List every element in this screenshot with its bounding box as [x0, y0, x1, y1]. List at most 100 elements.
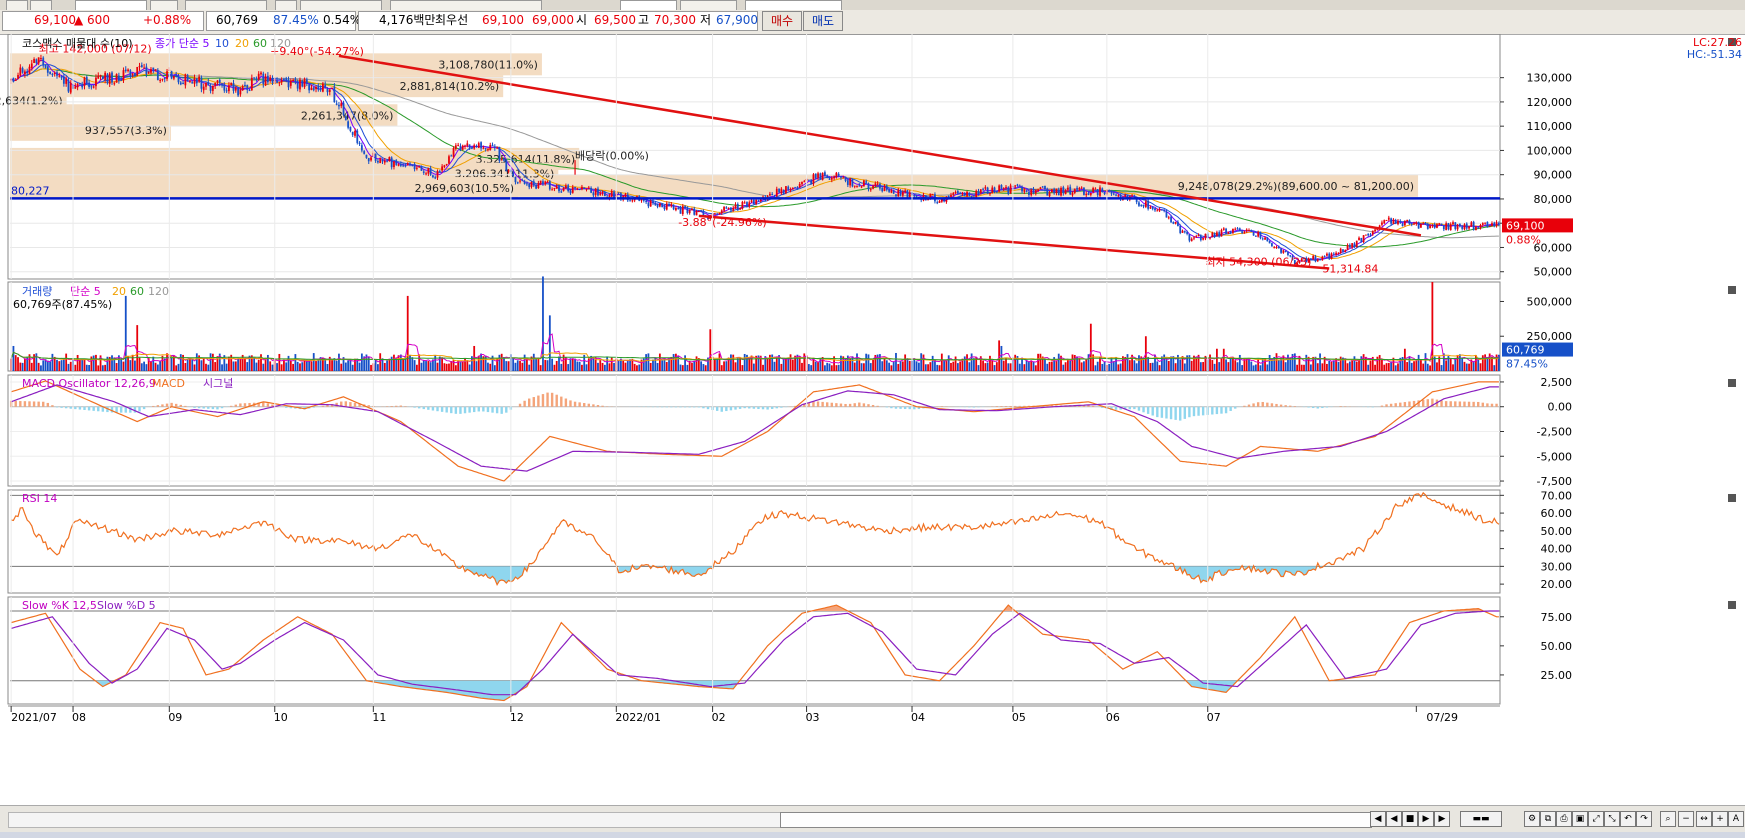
macd-tick-label: 0.00 — [1548, 401, 1573, 414]
candle-body — [998, 185, 1000, 191]
candle-body — [583, 188, 585, 189]
buy-button[interactable]: 매수 — [762, 11, 802, 31]
volume-bar — [703, 364, 705, 371]
sell-button[interactable]: 매도 — [803, 11, 843, 31]
zoom-in-icon[interactable]: + — [1712, 811, 1728, 827]
zoom-out-icon[interactable]: − — [1678, 811, 1694, 827]
candle-body — [975, 191, 977, 198]
volume-bar — [1095, 365, 1097, 371]
candle-body — [1143, 205, 1145, 207]
candle-body — [842, 178, 844, 179]
macd-oscillator-bar — [193, 407, 195, 408]
print-icon[interactable]: ⎙ — [1556, 811, 1572, 827]
volume-bar — [528, 365, 530, 371]
toolbar-tool-button[interactable] — [680, 0, 737, 10]
candle-body — [1262, 238, 1264, 239]
macd-oscillator-bar — [574, 402, 576, 407]
first-page-icon[interactable]: ◀ — [1370, 811, 1386, 827]
expand-icon[interactable]: ⤢ — [1588, 811, 1604, 827]
toolbar-tool-button[interactable] — [300, 0, 382, 10]
candle-body — [311, 88, 313, 90]
macd-oscillator-bar — [423, 407, 425, 409]
candle-body — [902, 192, 904, 196]
prev-icon[interactable]: ◀ — [1386, 811, 1402, 827]
candle-body — [253, 77, 255, 78]
toolbar-tool-button[interactable] — [150, 0, 178, 10]
stop-icon[interactable]: ■ — [1402, 811, 1418, 827]
candle-body — [1360, 238, 1362, 242]
candle-body — [1363, 235, 1365, 242]
candle-body — [1276, 247, 1278, 248]
settings-icon[interactable]: ⚙ — [1524, 811, 1540, 827]
candle-body — [1351, 243, 1353, 247]
candle-body — [313, 87, 315, 90]
undo-icon[interactable]: ↶ — [1620, 811, 1636, 827]
candle-body — [625, 194, 627, 197]
chart-count-input[interactable] — [620, 0, 677, 10]
macd-oscillator-bar — [766, 407, 768, 410]
volume-bar — [125, 296, 127, 371]
next-icon[interactable]: ▶ — [1418, 811, 1434, 827]
volume-bar — [1468, 364, 1470, 371]
save-icon[interactable]: ▣ — [1572, 811, 1588, 827]
macd-oscillator-bar — [734, 407, 736, 410]
stock-code-input[interactable] — [75, 0, 147, 10]
x-axis-label: 05 — [1012, 711, 1026, 724]
macd-oscillator-bar — [496, 407, 498, 414]
redo-icon[interactable]: ↷ — [1636, 811, 1652, 827]
volume-bar — [721, 365, 723, 371]
volume-legend-item: 단순 5 — [70, 285, 101, 298]
candle-body — [675, 208, 677, 210]
candle-body — [732, 208, 734, 211]
toolbar-tool-button[interactable] — [6, 0, 28, 10]
toolbar-tool-button[interactable] — [275, 0, 297, 10]
candle-body — [1383, 220, 1385, 223]
scrollbar-thumb[interactable] — [780, 812, 1372, 828]
volume-bar — [863, 363, 865, 371]
volume-bar — [1051, 362, 1053, 371]
candle-body — [1496, 222, 1498, 226]
scroll-icon[interactable]: ↔ — [1696, 811, 1712, 827]
zoom-icon[interactable]: ⌕ — [1660, 811, 1676, 827]
volume-bar — [968, 362, 970, 371]
toolbar-tool-button[interactable] — [30, 0, 52, 10]
macd-oscillator-bar — [904, 407, 906, 409]
copy-icon[interactable]: ⧉ — [1540, 811, 1556, 827]
macd-oscillator-bar — [899, 407, 901, 409]
volume-bar — [1493, 365, 1495, 371]
macd-oscillator-bar — [120, 407, 122, 413]
candle-body — [1145, 201, 1147, 207]
toolbar-tool-button[interactable] — [185, 0, 267, 10]
volume-bar — [58, 361, 60, 371]
volume-bar — [1081, 362, 1083, 371]
candle-body — [460, 146, 462, 151]
shrink-icon[interactable]: ⤡ — [1604, 811, 1620, 827]
volume-bar — [618, 361, 620, 371]
macd-oscillator-bar — [1234, 407, 1236, 409]
volume-bar — [771, 354, 773, 371]
last-page-icon[interactable]: ▶ — [1434, 811, 1450, 827]
volume-bar — [1049, 362, 1051, 371]
date-input[interactable] — [745, 0, 842, 10]
period-selector[interactable]: ▬▬ — [1460, 811, 1502, 827]
volume-bar — [235, 361, 237, 371]
toolbar-tool-button[interactable] — [390, 0, 542, 10]
candle-body — [776, 189, 778, 196]
candle-body — [499, 147, 501, 161]
macd-oscillator-bar — [491, 407, 493, 413]
macd-oscillator-bar — [203, 407, 205, 409]
candle-body — [118, 76, 120, 81]
volume-bar — [1026, 360, 1028, 371]
volume-bar — [696, 356, 698, 371]
volume-bar — [622, 361, 624, 371]
candle-body — [1388, 218, 1390, 220]
candle-body — [741, 202, 743, 209]
volume-bar — [762, 365, 764, 371]
auto-scale-icon[interactable]: A — [1728, 811, 1744, 827]
volume-bar — [1072, 354, 1074, 371]
volume-bar — [1260, 365, 1262, 371]
macd-oscillator-bar — [1477, 402, 1479, 407]
macd-oscillator-bar — [1468, 402, 1470, 407]
macd-oscillator-bar — [973, 407, 975, 408]
volume-bar — [267, 355, 269, 371]
